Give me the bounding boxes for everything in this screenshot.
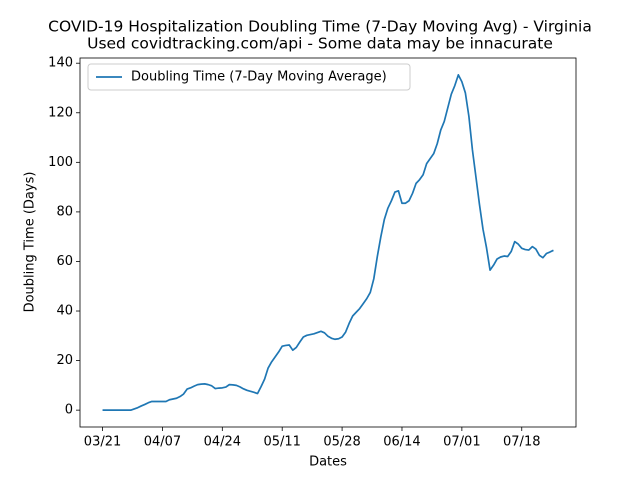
- x-tick-label: 05/11: [263, 435, 300, 450]
- y-tick-label: 60: [56, 254, 73, 269]
- y-tick-label: 100: [48, 155, 73, 170]
- x-tick-label: 07/01: [443, 435, 480, 450]
- x-tick-label: 03/21: [84, 435, 121, 450]
- x-tick-label: 05/28: [323, 435, 360, 450]
- chart-title: COVID-19 Hospitalization Doubling Time (…: [48, 18, 592, 36]
- x-tick-label: 04/07: [144, 435, 181, 450]
- y-tick-label: 140: [48, 56, 73, 71]
- x-axis-label: Dates: [309, 455, 347, 470]
- data-line: [102, 74, 554, 411]
- y-tick-label: 80: [56, 204, 73, 219]
- y-tick-label: 40: [56, 304, 73, 319]
- x-tick-label: 04/24: [204, 435, 241, 450]
- y-tick-label: 20: [56, 353, 73, 368]
- y-tick-label: 0: [65, 403, 73, 418]
- plot-frame: [79, 57, 577, 428]
- legend-box: [87, 63, 411, 91]
- x-tick-label: 06/14: [383, 435, 420, 450]
- x-tick-label: 07/18: [503, 435, 540, 450]
- y-axis-label: Doubling Time (Days): [23, 172, 38, 313]
- y-tick-label: 120: [48, 105, 73, 120]
- legend-label: Doubling Time (7-Day Moving Average): [131, 70, 387, 85]
- chart-subtitle: Used covidtracking.com/api - Some data m…: [87, 35, 553, 53]
